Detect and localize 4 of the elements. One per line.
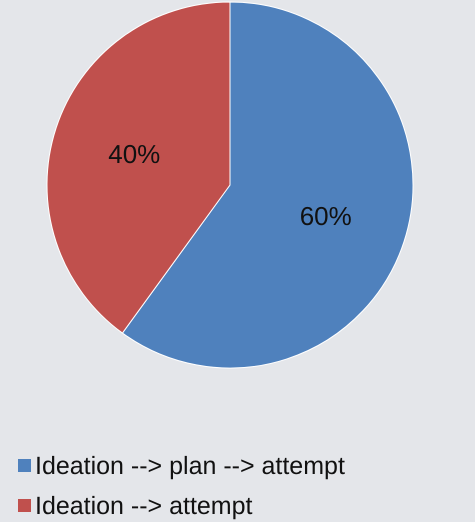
data-label: 60% [300, 201, 352, 232]
data-label: 40% [108, 138, 160, 169]
legend-label: Ideation --> plan --> attempt [35, 452, 345, 480]
legend-label: Ideation --> attempt [35, 492, 253, 520]
